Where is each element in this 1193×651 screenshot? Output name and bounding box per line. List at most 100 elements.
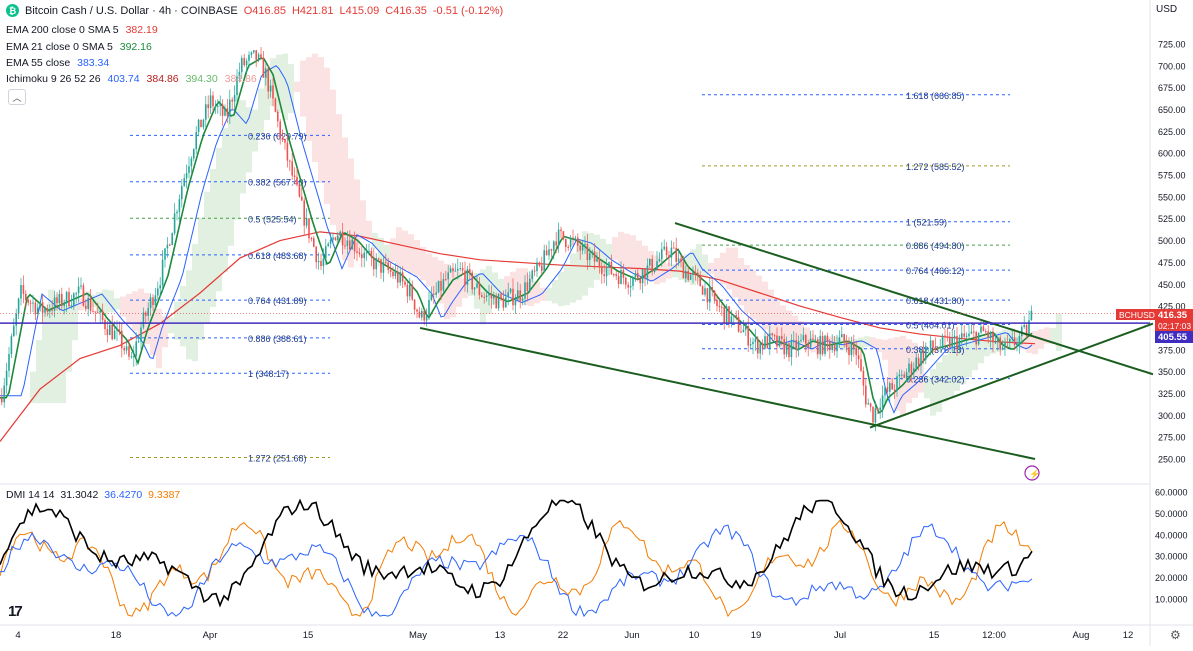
candle-body: [778, 336, 781, 347]
candle-body: [973, 331, 975, 333]
candle-body: [253, 50, 255, 53]
fib-left-label: 0.618 (483.68): [248, 251, 307, 261]
candle-body: [1001, 347, 1004, 350]
candle-body: [418, 311, 421, 318]
candle-body: [241, 58, 243, 72]
candle-body: [577, 237, 579, 246]
price-axis[interactable]: 725.00 700.00 675.00 650.00 625.00 600.00 575.…: [1158, 40, 1186, 465]
candle-body: [766, 336, 769, 349]
candle-body: [267, 68, 269, 92]
trendline[interactable]: [674, 222, 1154, 376]
candle-body: [332, 237, 334, 240]
candle-body: [713, 290, 716, 301]
candle-body: [956, 335, 958, 350]
candle-body: [89, 298, 92, 311]
dmi-label: DMI 14 14: [6, 489, 55, 501]
cloud-segment: [72, 302, 78, 341]
candle-body: [689, 274, 692, 280]
candle-body: [404, 281, 406, 285]
candle-body: [173, 213, 176, 234]
ichimoku-value-4: 384.86: [224, 73, 257, 85]
cloud-segment: [42, 308, 48, 404]
dmi-adx-value: 31.3042: [60, 489, 99, 501]
candle-body: [34, 302, 37, 315]
cloud-segment: [720, 252, 726, 285]
currency-label[interactable]: USD: [1156, 4, 1178, 15]
candle-body: [629, 285, 632, 288]
candle-body: [469, 269, 471, 273]
candle-body: [694, 272, 697, 274]
legend-ema21[interactable]: EMA 21 close 0 SMA 5 392.16: [6, 41, 152, 53]
candle-body: [293, 175, 296, 177]
candle-body: [569, 237, 572, 248]
candle-body: [334, 237, 337, 241]
dmi-tick-label: 30.0000: [1155, 552, 1188, 562]
time-axis[interactable]: 4 18 Apr 15 May 13 22 Jun 10 19 Jul 15 12:00 Aug 12: [15, 630, 1133, 641]
cloud-segment: [210, 168, 216, 307]
candle-body: [121, 330, 123, 349]
cloud-segment: [366, 220, 372, 240]
candle-body: [197, 119, 200, 132]
cloud-segment: [708, 262, 714, 274]
collapse-legend-button[interactable]: ︿: [8, 89, 26, 105]
candle-body: [73, 293, 75, 306]
candle-body: [584, 243, 586, 245]
candle-body: [903, 374, 905, 378]
price-tick-label: 525.00: [1158, 214, 1186, 224]
candle-body: [682, 261, 685, 279]
settings-gear-icon[interactable]: ⚙: [1170, 628, 1181, 642]
candle-body: [5, 370, 8, 386]
symbol-title[interactable]: Bitcoin Cash / U.S. Dollar · 4h · COINBA…: [25, 4, 238, 17]
cloud-segment: [1032, 330, 1038, 355]
cloud-segment: [414, 239, 420, 277]
candle-body: [764, 336, 766, 349]
candle-body: [3, 385, 5, 403]
candle-body: [843, 334, 845, 343]
candle-body: [833, 344, 836, 352]
trendlines[interactable]: [0, 222, 1154, 460]
cloud-segment: [1056, 313, 1062, 352]
candle-body: [665, 246, 668, 256]
candle-body: [85, 305, 87, 310]
candle-body: [819, 335, 821, 354]
candle-body: [190, 158, 193, 167]
cloud-segment: [660, 259, 666, 283]
event-icon[interactable]: [1024, 465, 1040, 481]
ohlc-open: O416.85: [243, 4, 286, 17]
cloud-segment: [318, 57, 324, 183]
candle-body: [262, 57, 265, 78]
candle-body: [183, 178, 185, 187]
candle-body: [706, 288, 709, 303]
ohlc-high: H421.81: [291, 4, 334, 17]
candle-body: [430, 293, 433, 301]
legend-dmi[interactable]: DMI 14 14 31.3042 36.4270 9.3387: [6, 489, 180, 501]
tradingview-logo[interactable]: 17: [8, 603, 23, 620]
dmi-axis[interactable]: 60.0000 50.0000 40.0000 30.0000 20.0000 10.00…: [1155, 488, 1188, 605]
candle-body: [589, 253, 591, 261]
candle-body: [286, 142, 289, 161]
legend-ema200[interactable]: EMA 200 close 0 SMA 5 382.19: [6, 24, 158, 36]
candle-body: [790, 341, 793, 357]
cloud-segment: [564, 264, 570, 306]
legend-ema55[interactable]: EMA 55 close 383.34: [6, 57, 109, 69]
cloud-segment: [582, 231, 588, 296]
trendline[interactable]: [419, 326, 1036, 460]
candle-body: [368, 250, 370, 253]
cloud-segment: [468, 279, 474, 296]
trendline[interactable]: [869, 322, 1154, 429]
candle-body: [476, 283, 478, 288]
dmi-minus-line: [0, 519, 1033, 618]
fibonacci-levels[interactable]: 0.236 (629.79) 0.382 (567.40) 0.5 (525.54)…: [130, 91, 1010, 464]
candle-body: [157, 288, 159, 296]
cloud-segment: [948, 348, 954, 397]
legend-ichimoku[interactable]: Ichimoku 9 26 52 26 403.74 384.86 394.30…: [6, 73, 257, 85]
price-tick-label: 300.00: [1158, 411, 1186, 421]
cloud-segment: [378, 237, 384, 267]
candle-body: [749, 344, 752, 346]
candle-body: [1016, 344, 1018, 346]
cloud-segment: [552, 279, 558, 304]
candle-body: [891, 383, 893, 390]
candle-body: [1013, 337, 1016, 345]
cloud-segment: [576, 241, 582, 300]
